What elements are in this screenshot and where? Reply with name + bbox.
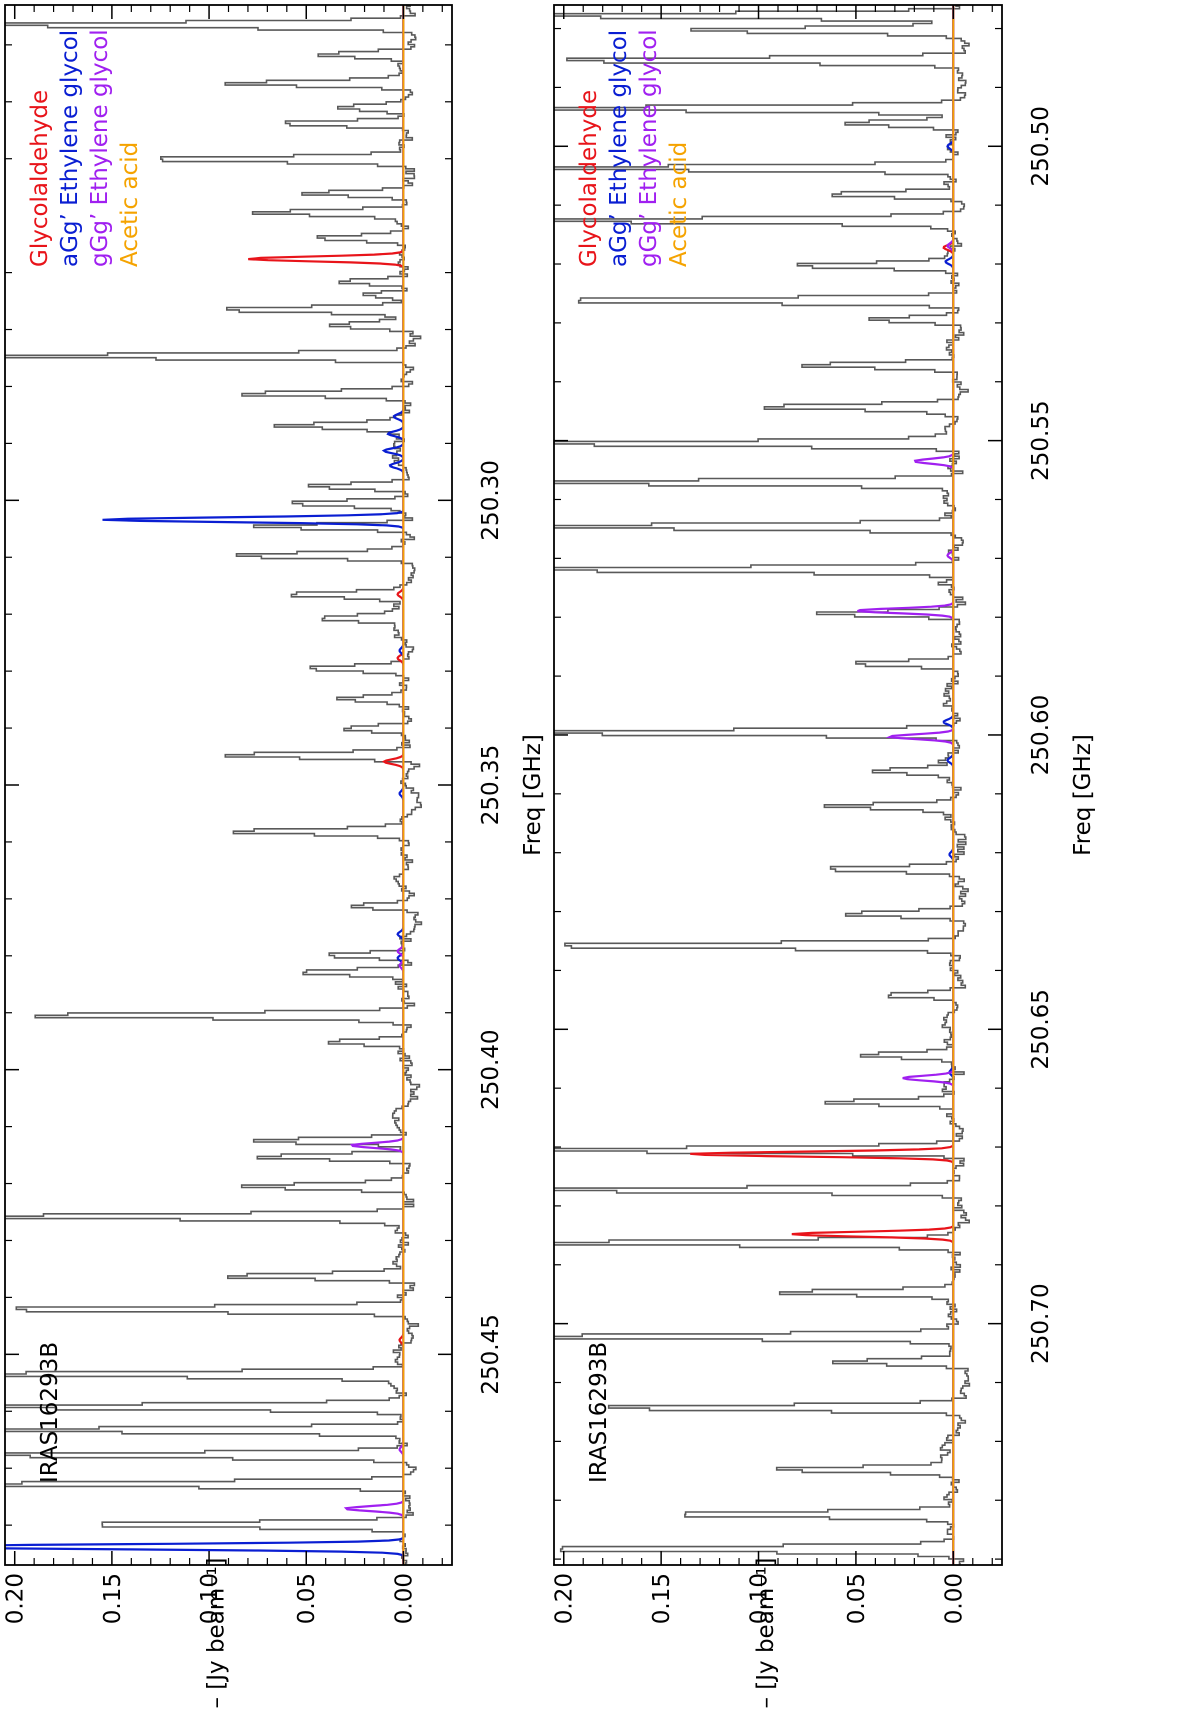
x-tick-label: 250.45 [478, 1314, 504, 1394]
source-label: IRAS16293B [37, 1342, 63, 1483]
x-axis-title: Freq [GHz] [520, 734, 546, 856]
legend-entry: Acetic acid [117, 142, 143, 267]
x-tick-label: 250.40 [478, 1029, 504, 1109]
legend-entry: gGg’ Ethylene glycol [87, 29, 113, 267]
y-tick-label: 0.20 [552, 1573, 578, 1624]
y-tick-label: 0.05 [844, 1573, 870, 1624]
x-axis-title: Freq [GHz] [1070, 734, 1096, 856]
plot-area [554, 5, 971, 1565]
legend-entry: Glycolaldehyde [576, 90, 602, 267]
y-tick-label: 0.10 [197, 1573, 223, 1624]
x-tick-label: 250.35 [478, 745, 504, 825]
y-tick-label: 0.05 [294, 1573, 320, 1624]
y-axis-title: – [Jy beam⁻¹] [753, 1557, 779, 1708]
y-tick-label: 0.00 [391, 1573, 417, 1624]
plot-area [5, 5, 423, 1565]
legend-entry: Glycolaldehyde [27, 90, 53, 267]
y-tick-label: 0.00 [941, 1573, 967, 1624]
y-tick-label: 0.20 [3, 1573, 29, 1624]
x-tick-label: 250.55 [1028, 400, 1054, 480]
y-tick-label: 0.15 [100, 1573, 126, 1624]
legend-entry: aGg’ Ethylene glycol [606, 30, 632, 267]
x-tick-label: 250.65 [1028, 989, 1054, 1069]
chart-panel-1: 0.00 0.05 0.10 0.15 0.20 250.30 250.35 250.40 25… [3, 4, 546, 1709]
x-tick-label: 250.50 [1028, 106, 1054, 186]
legend-entry: Acetic acid [666, 142, 692, 267]
x-tick-label: 250.70 [1028, 1283, 1054, 1363]
x-tick-label: 250.60 [1028, 695, 1054, 775]
x-tick-label: 250.30 [478, 460, 504, 540]
source-label: IRAS16293B [586, 1342, 612, 1483]
legend-entry: gGg’ Ethylene glycol [636, 29, 662, 267]
y-axis-title: – [Jy beam⁻¹] [204, 1557, 230, 1708]
y-tick-label: 0.10 [747, 1573, 773, 1624]
legend-entry: aGg’ Ethylene glycol [57, 30, 83, 267]
chart-panel-2: 0.00 0.05 0.10 0.15 0.20 250.50 250.55 250.60 25… [552, 4, 1096, 1709]
y-tick-label: 0.15 [649, 1573, 675, 1624]
